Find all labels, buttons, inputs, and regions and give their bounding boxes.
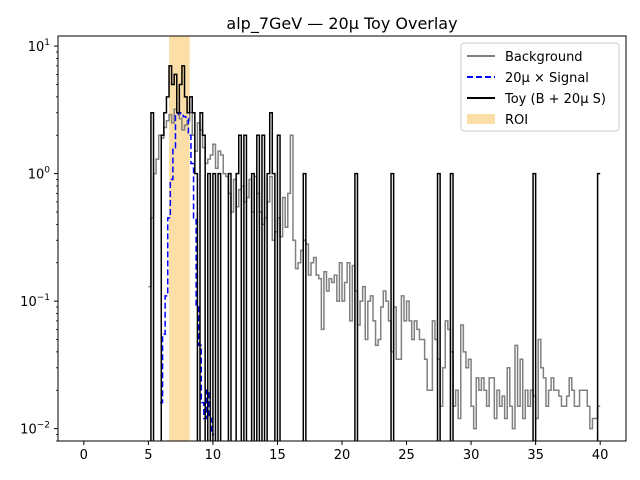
y-tick-label: 101 [28, 38, 50, 55]
x-tick-label: 15 [269, 448, 286, 463]
x-tick-label: 40 [592, 448, 609, 463]
legend: Background 20μ × Signal Toy (B + 20μ S) ROI [460, 42, 620, 132]
legend-box [460, 42, 620, 132]
legend-label: Background [505, 50, 583, 65]
legend-swatch [467, 114, 495, 124]
legend-label: 20μ × Signal [505, 71, 589, 86]
y-tick-label: 10−1 [20, 293, 50, 310]
y-axis: 10−2 10−1 100 101 [20, 38, 58, 442]
series-layer [148, 65, 601, 441]
roi-band [169, 36, 190, 441]
legend-label: ROI [505, 113, 528, 128]
chart-title: alp_7GeV — 20μ Toy Overlay [226, 14, 457, 34]
x-tick-label: 35 [527, 448, 544, 463]
y-tick-label: 100 [28, 166, 51, 183]
legend-entry: Toy (B + 20μ S) [467, 92, 606, 107]
legend-entry: ROI [467, 113, 528, 128]
x-tick-label: 10 [205, 448, 222, 463]
signal-histogram-line [159, 112, 215, 436]
x-tick-label: 20 [334, 448, 351, 463]
legend-entry: 20μ × Signal [467, 71, 589, 86]
x-tick-label: 0 [80, 448, 88, 463]
y-tick-label: 10−2 [20, 421, 50, 438]
toy-histogram-line [150, 65, 601, 441]
x-tick-label: 30 [463, 448, 480, 463]
legend-label: Toy (B + 20μ S) [504, 92, 606, 107]
x-axis: 0 5 10 15 20 25 30 35 40 [80, 441, 609, 463]
x-tick-label: 5 [144, 448, 152, 463]
x-tick-label: 25 [398, 448, 415, 463]
toy-histogram [150, 65, 601, 441]
background-histogram [148, 108, 601, 430]
legend-entry: Background [467, 50, 583, 65]
signal-histogram [159, 112, 215, 436]
background-histogram-line [148, 108, 601, 430]
roi-layer [169, 36, 190, 441]
